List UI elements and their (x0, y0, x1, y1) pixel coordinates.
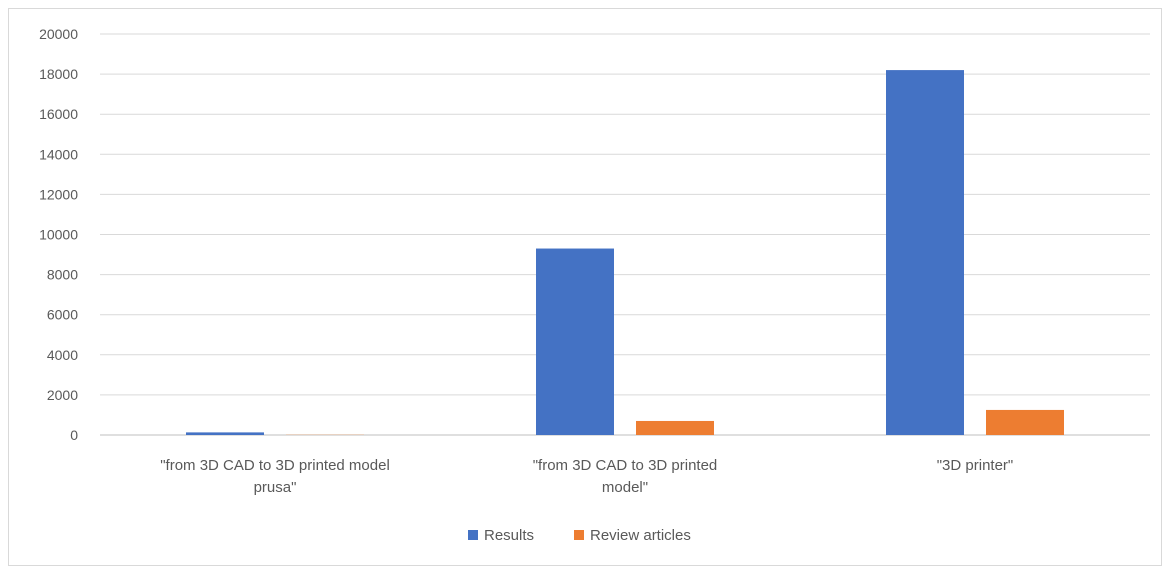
x-category-label: model" (602, 479, 648, 496)
y-tick-label: 2000 (47, 387, 78, 403)
legend-label: Review articles (590, 527, 691, 544)
y-tick-label: 6000 (47, 307, 78, 323)
y-tick-label: 20000 (39, 26, 78, 42)
y-tick-label: 12000 (39, 186, 78, 202)
y-tick-label: 0 (70, 427, 78, 443)
y-tick-label: 18000 (39, 66, 78, 82)
y-tick-label: 16000 (39, 106, 78, 122)
y-tick-label: 4000 (47, 347, 78, 363)
bar-review-articles (986, 409, 1064, 435)
bar-results (886, 70, 964, 435)
x-axis-category-labels: "from 3D CAD to 3D printed model prusa" "f… (160, 457, 1013, 496)
x-category-label: "from 3D CAD to 3D printed model (160, 457, 390, 474)
bar-results (186, 432, 264, 435)
x-category-label: "3D printer" (937, 457, 1014, 474)
legend-label: Results (484, 527, 534, 544)
bar-results (536, 248, 614, 435)
y-axis-tick-labels: 0 2000 4000 6000 8000 10000 12000 14000 16000 180… (39, 26, 78, 443)
gridlines (100, 33, 1150, 436)
x-category-label: "from 3D CAD to 3D printed (533, 457, 718, 474)
x-category-label: prusa" (254, 479, 297, 496)
bars (186, 70, 1064, 435)
legend: Results Review articles (468, 527, 691, 544)
y-tick-label: 14000 (39, 146, 78, 162)
legend-swatch (574, 530, 584, 540)
y-tick-label: 8000 (47, 267, 78, 283)
legend-swatch (468, 530, 478, 540)
y-tick-label: 10000 (39, 227, 78, 243)
bar-review-articles (636, 420, 714, 435)
